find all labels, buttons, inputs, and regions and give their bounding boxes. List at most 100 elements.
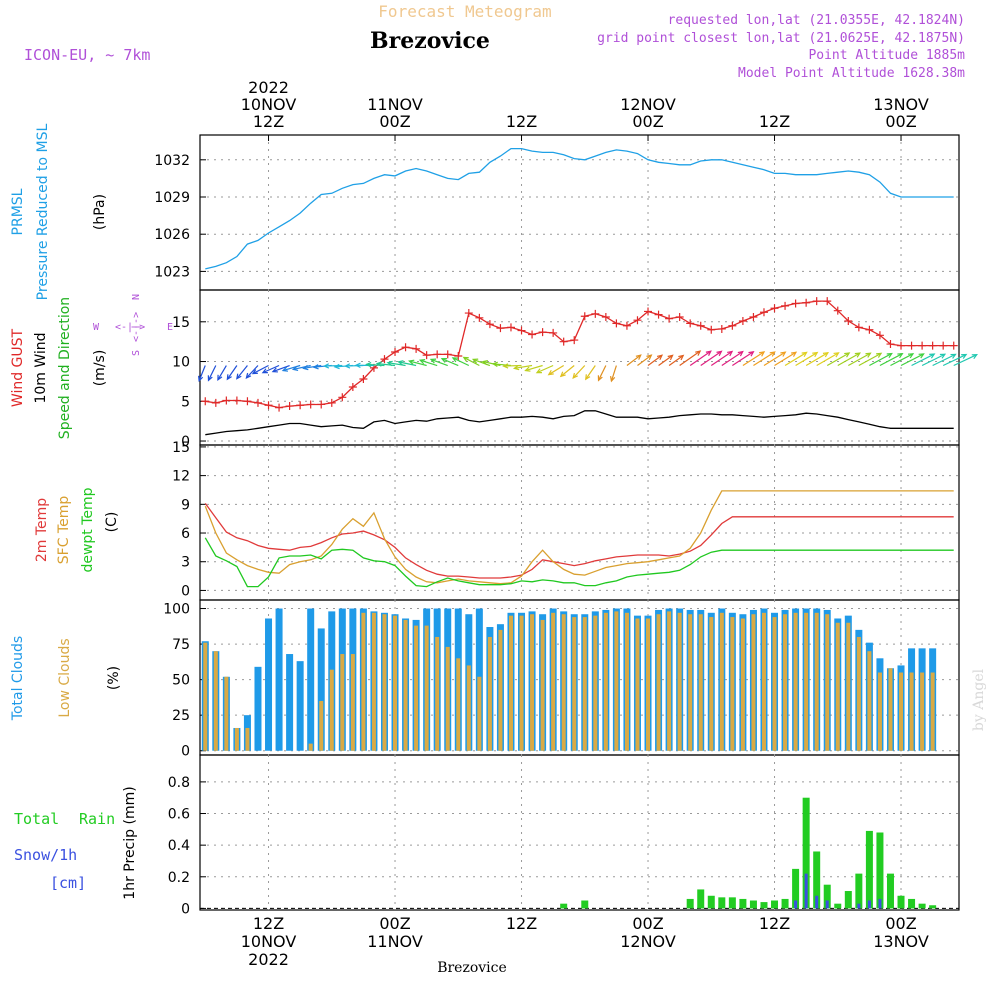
low-cloud-bar	[698, 614, 703, 751]
gust-marker	[517, 326, 526, 335]
wind-arrow-head	[344, 363, 351, 369]
wind-arrow-head	[597, 375, 603, 382]
snow-bar	[825, 900, 829, 909]
wind-arrow-head	[462, 356, 469, 362]
super-title: Forecast Meteogram	[378, 2, 551, 21]
prmsl-label: PRMSL	[10, 188, 26, 235]
total-rain-label: Total	[14, 810, 59, 828]
wind-arrow-head	[865, 352, 872, 358]
pressure-labels: PRMSL Pressure Reduced to MSL (hPa)	[10, 123, 108, 300]
rain-bar	[886, 873, 894, 909]
top-time-label: 13NOV	[873, 95, 929, 114]
wind-speed-dir-label: Speed and Direction	[57, 297, 73, 439]
bottom-time-label: 12Z	[506, 914, 537, 933]
low-cloud-bar	[624, 612, 629, 751]
gust-marker	[633, 316, 642, 325]
gust-marker	[359, 375, 368, 384]
rain-bar	[792, 868, 800, 909]
pressure-msl-label: Pressure Reduced to MSL	[35, 123, 51, 300]
wind-direction-arrow	[430, 358, 448, 367]
rain-bar	[760, 902, 768, 909]
wind-direction-arrow	[911, 353, 935, 367]
y-tick-label: 0	[181, 583, 190, 599]
gust-marker	[781, 301, 790, 310]
y-tick-label: 15	[172, 315, 190, 331]
low-cloud-bar	[582, 617, 587, 751]
wind-direction-arrow	[784, 351, 807, 367]
rain-bar	[908, 898, 916, 909]
gust-marker	[612, 319, 621, 328]
low-cloud-bar	[877, 672, 882, 751]
wind-arrow-head	[918, 353, 925, 359]
bottom-time-label: 12NOV	[620, 932, 676, 951]
rain-bar	[855, 873, 863, 909]
wind-arrow-head	[727, 350, 734, 357]
top-time-label: 10NOV	[241, 95, 297, 114]
wind-arrow-head	[271, 367, 278, 373]
wind-arrow-head	[833, 352, 840, 358]
low-cloud-bar	[899, 672, 904, 751]
low-cloud-bar	[203, 642, 208, 751]
low-cloud-bar	[540, 619, 545, 751]
grid-lines	[200, 135, 959, 910]
gust-marker	[696, 321, 705, 330]
temp-unit-label: (C)	[104, 512, 120, 533]
wind-direction-arrow	[610, 365, 617, 382]
total-cloud-bar	[296, 661, 304, 751]
gust-marker	[928, 341, 937, 350]
wind-arrow-head	[397, 360, 404, 366]
gust-marker	[738, 317, 747, 325]
wind-arrow-head	[251, 369, 258, 375]
gust-marker	[675, 313, 684, 322]
bottom-time-label: 2022	[248, 950, 289, 969]
wind-arrow-head	[769, 351, 776, 357]
gust-marker	[654, 310, 663, 319]
wind-arrow-head	[876, 352, 883, 358]
low-cloud-bar	[456, 658, 461, 751]
wind-direction-arrow	[647, 354, 663, 366]
low-cloud-bar	[783, 614, 788, 751]
wind-arrow-head	[365, 361, 372, 368]
grid-point-location: grid point closest lon,lat (21.0625E, 42…	[597, 31, 965, 46]
wind-arrow-head	[907, 353, 915, 359]
low-cloud-bar	[414, 625, 419, 751]
bottom-time-label: 00Z	[632, 914, 663, 933]
gust-marker	[865, 325, 874, 334]
gust-marker	[717, 324, 726, 333]
rain-bar	[823, 884, 831, 909]
gust-marker	[644, 307, 653, 316]
snow-label: Snow/1h	[14, 846, 77, 864]
wind-arrow-head	[971, 354, 978, 360]
gust-marker	[791, 299, 800, 308]
gust-marker	[939, 341, 948, 350]
gust-marker	[306, 400, 315, 409]
compass-west: W	[93, 322, 100, 333]
wind-direction-arrow	[721, 351, 744, 367]
low-cloud-bar	[593, 615, 598, 751]
rain-bar	[749, 900, 757, 909]
low-cloud-bar	[487, 636, 492, 751]
wind-arrow-head	[281, 366, 289, 372]
bottom-time-label: 11NOV	[367, 932, 423, 951]
wind-arrow-head	[780, 351, 787, 357]
rain-bar	[802, 797, 810, 909]
wind-direction-arrow	[272, 364, 290, 373]
wind-arrow-head	[217, 374, 223, 382]
wind-direction-arrow	[837, 352, 861, 367]
compass-vertical-arrow: <-|->	[131, 312, 142, 342]
gust-marker	[759, 308, 768, 317]
low-cloud-bar	[371, 612, 376, 751]
wind-direction-arrow	[463, 356, 480, 367]
precip-unit-label: 1hr Precip (mm)	[122, 786, 138, 899]
wind-direction-arrow	[742, 351, 765, 367]
wind-arrow-head	[748, 350, 755, 357]
wind-arrow-head	[759, 351, 766, 357]
gust-marker	[749, 313, 758, 322]
low-cloud-bar	[614, 611, 619, 751]
y-tick-label: 9	[181, 497, 190, 513]
wind-arrow-head	[429, 358, 437, 364]
wind-direction-arrow	[774, 351, 797, 367]
y-tick-label: 1026	[154, 227, 190, 243]
rain-bar	[728, 897, 736, 909]
gust-marker	[201, 397, 210, 406]
